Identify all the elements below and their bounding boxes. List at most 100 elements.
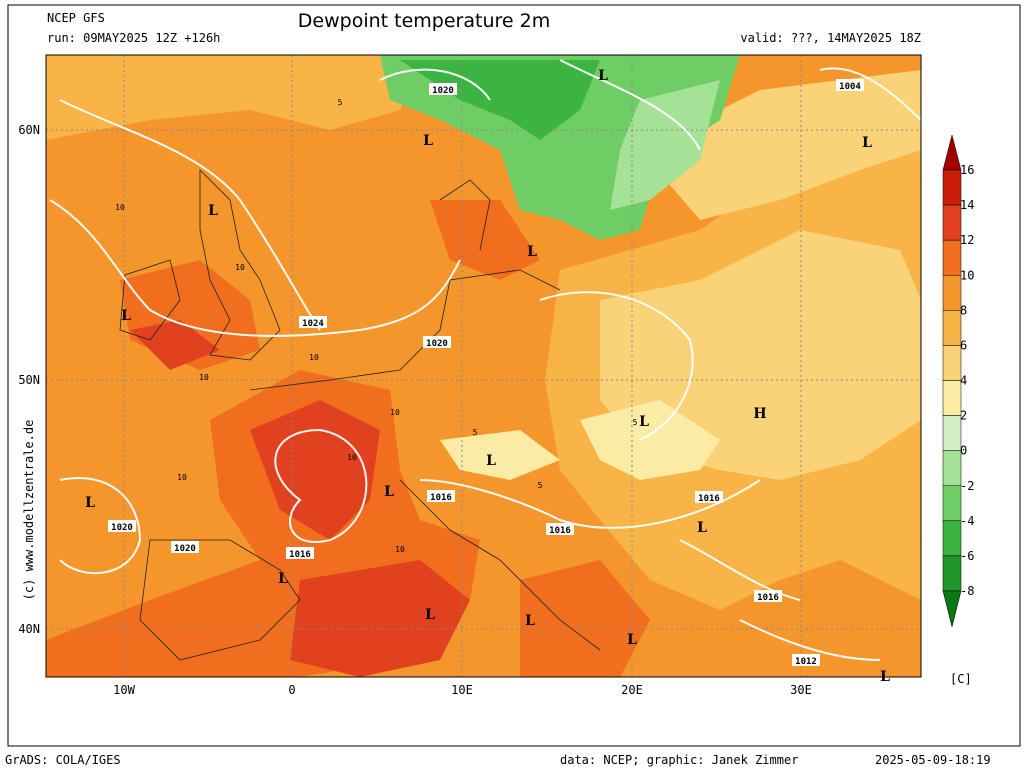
pressure-center: L	[85, 495, 95, 511]
lat-label: 60N	[18, 123, 40, 137]
colorbar-label: 8	[960, 303, 967, 317]
colorbar-label: -2	[960, 479, 974, 493]
pressure-label: 1020	[426, 339, 448, 349]
colorbar-label: -6	[960, 549, 974, 563]
contour-label: 5	[473, 428, 478, 437]
colorbar-label: 16	[960, 163, 974, 177]
pressure-center: L	[486, 453, 496, 469]
footer-credit: data: NCEP; graphic: Janek Zimmer	[560, 753, 798, 767]
colorbar-swatch	[942, 450, 962, 486]
colorbar-label: 4	[960, 374, 967, 388]
contour-label: 10	[390, 408, 400, 417]
side-text: (c) www.modellzentrale.de	[22, 420, 36, 601]
lon-label: 10W	[113, 683, 135, 697]
pressure-label: 1020	[111, 523, 133, 533]
colorbar-label: 10	[960, 268, 974, 282]
pressure-center: H	[753, 406, 766, 422]
pressure-label-bg	[754, 590, 782, 602]
lat-label: 40N	[18, 622, 40, 636]
pressure-center: L	[880, 669, 890, 685]
title: Dewpoint temperature 2m	[298, 10, 550, 32]
colorbar-swatch	[942, 275, 962, 311]
contour-label: 10	[347, 453, 357, 462]
pressure-label-bg	[836, 79, 864, 91]
pressure-label-bg	[695, 491, 723, 503]
pressure-center: L	[121, 308, 131, 324]
contour-label: 10	[199, 373, 209, 382]
colorbar-swatch	[942, 555, 962, 592]
map-field	[46, 55, 921, 677]
valid: valid: ???, 14MAY2025 18Z	[740, 31, 921, 45]
colorbar-cap	[942, 590, 962, 628]
pressure-label-bg	[429, 83, 457, 95]
colorbar-label: 0	[960, 444, 967, 458]
pressure-label-bg	[423, 336, 451, 348]
colorbar-swatch	[942, 415, 962, 451]
pressure-label: 1016	[430, 493, 452, 503]
pressure-center: L	[525, 613, 535, 629]
pressure-label: 1020	[174, 544, 196, 554]
colorbar-swatch	[942, 310, 962, 346]
colorbar-label: -8	[960, 584, 974, 598]
contour-label: 10	[177, 473, 187, 482]
model: NCEP GFS	[47, 11, 105, 25]
pressure-center: L	[697, 520, 707, 536]
frame	[7, 4, 1021, 747]
pressure-center: L	[208, 203, 218, 219]
colorbar-swatch	[942, 169, 962, 206]
colorbar-swatch	[942, 485, 962, 522]
pressure-center: L	[527, 244, 537, 260]
pressure-label-bg	[108, 520, 136, 532]
colorbar-label: 12	[960, 233, 974, 247]
pressure-label-bg	[792, 654, 820, 666]
lat-label: 50N	[18, 373, 40, 387]
colorbar-unit: [C]	[950, 672, 972, 686]
pressure-label: 1012	[795, 657, 817, 667]
pressure-label: 1016	[757, 593, 779, 603]
colorbar-swatch	[942, 239, 962, 276]
lon-label: 20E	[621, 683, 643, 697]
pressure-center: L	[278, 571, 288, 587]
pressure-center: L	[384, 484, 394, 500]
pressure-label-bg	[286, 547, 314, 559]
pressure-center: L	[627, 632, 637, 648]
pressure-center: L	[423, 133, 433, 149]
pressure-center: L	[862, 135, 872, 151]
pressure-label-bg	[299, 316, 327, 328]
run: run: 09MAY2025 12Z +126h	[47, 31, 220, 45]
pressure-label: 1004	[839, 82, 861, 92]
pressure-label: 1016	[698, 494, 720, 504]
lon-label: 0	[288, 683, 295, 697]
pressure-label-bg	[171, 541, 199, 553]
pressure-center: L	[425, 607, 435, 623]
colorbar-swatch	[942, 520, 962, 557]
pressure-label: 1024	[302, 319, 324, 329]
footer-timestamp: 2025-05-09-18:19	[875, 753, 991, 767]
pressure-label-bg	[427, 490, 455, 502]
pressure-label: 1016	[549, 526, 571, 536]
map-border	[45, 54, 922, 678]
contour-label: 10	[395, 545, 405, 554]
colorbar-swatch	[942, 204, 962, 241]
colorbar-swatch	[942, 345, 962, 381]
colorbar-swatch	[942, 380, 962, 416]
pressure-label: 1020	[432, 86, 454, 96]
pressure-label: 1016	[289, 550, 311, 560]
colorbar-label: -4	[960, 514, 974, 528]
pressure-label-bg	[546, 523, 574, 535]
lon-label: 30E	[790, 683, 812, 697]
footer-left: GrADS: COLA/IGES	[5, 753, 121, 767]
colorbar-label: 6	[960, 338, 967, 352]
pressure-center: L	[639, 414, 649, 430]
colorbar-label: 2	[960, 409, 967, 423]
contour-label: 10	[309, 353, 319, 362]
colorbar-label: 14	[960, 198, 974, 212]
contour-label: 10	[115, 203, 125, 212]
pressure-center: L	[598, 68, 608, 84]
colorbar-cap	[942, 134, 962, 171]
contour-label: 5	[538, 481, 543, 490]
contour-label: 5	[338, 98, 343, 107]
contour-label: 10	[235, 263, 245, 272]
contour-label: 5	[633, 418, 638, 427]
